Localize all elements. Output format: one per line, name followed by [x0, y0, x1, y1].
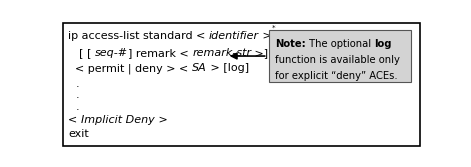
- Text: function is available only: function is available only: [276, 55, 400, 65]
- Text: identifier: identifier: [209, 31, 259, 41]
- Text: log: log: [374, 39, 392, 49]
- Text: *: *: [272, 25, 276, 31]
- Text: Implicit Deny: Implicit Deny: [81, 115, 154, 125]
- Text: > [log]: > [log]: [207, 63, 249, 73]
- Text: The optional: The optional: [306, 39, 374, 49]
- Text: Note:: Note:: [276, 39, 306, 49]
- FancyBboxPatch shape: [63, 23, 420, 146]
- Text: .: .: [75, 102, 79, 112]
- Text: remark-str: remark-str: [192, 48, 252, 58]
- Text: <: <: [68, 115, 81, 125]
- Text: seq-#: seq-#: [95, 48, 128, 58]
- Text: ] remark <: ] remark <: [128, 48, 192, 58]
- Text: >]: >]: [252, 48, 268, 58]
- Text: >: >: [259, 31, 272, 41]
- Text: < permit | deny > <: < permit | deny > <: [75, 63, 192, 74]
- Text: [ [: [ [: [79, 48, 95, 58]
- Text: .: .: [75, 91, 79, 101]
- Text: ip access-list standard <: ip access-list standard <: [68, 31, 209, 41]
- Text: for explicit “deny” ACEs.: for explicit “deny” ACEs.: [276, 71, 398, 81]
- FancyBboxPatch shape: [269, 30, 411, 82]
- Text: SA: SA: [192, 63, 207, 73]
- Text: exit: exit: [68, 129, 89, 139]
- Text: .: .: [75, 79, 79, 89]
- Text: >: >: [154, 115, 167, 125]
